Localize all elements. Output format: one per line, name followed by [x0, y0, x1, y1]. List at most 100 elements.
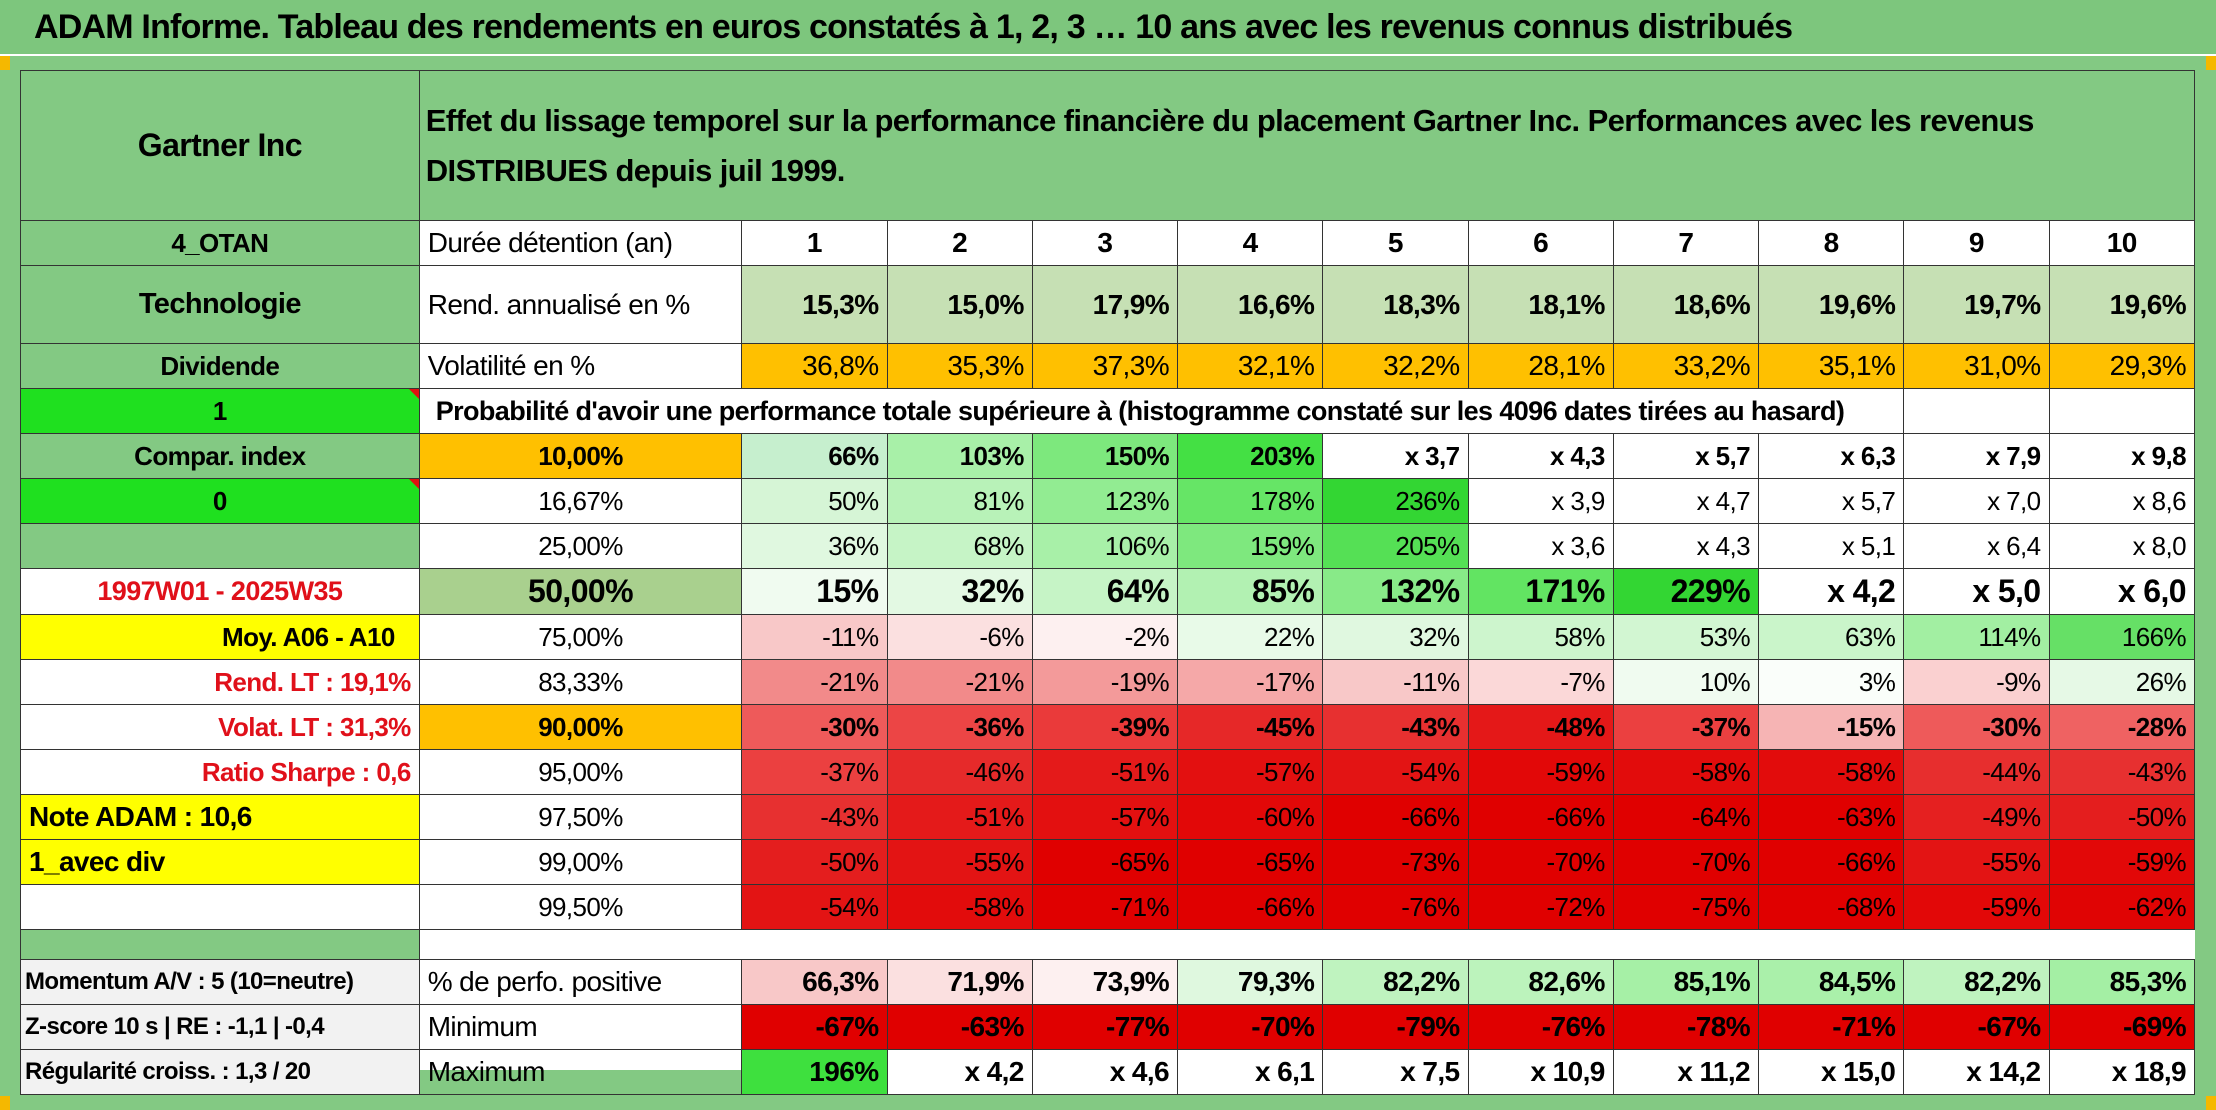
performance-cell: 58%: [1467, 614, 1614, 660]
performance-cell: -70%: [1612, 839, 1760, 885]
performance-cell: 114%: [1903, 614, 2050, 660]
percentile-row: 25,00% 36% 68% 106% 159% 205% x 3,6 x 4,3 x 5,1 x…: [20, 523, 2196, 569]
volatility: 35,1%: [1758, 343, 1905, 389]
performance-cell: -63%: [1758, 794, 1905, 840]
performance-cell: -6%: [886, 614, 1033, 660]
performance-cell: -17%: [1177, 659, 1324, 705]
performance-cell: 64%: [1031, 568, 1179, 615]
performance-cell: -21%: [886, 659, 1033, 705]
maximum-value: x 14,2: [1903, 1049, 2050, 1095]
percentile-label: 97,50%: [418, 794, 743, 840]
corner-marker: [2206, 56, 2216, 70]
minimum-value: -70%: [1177, 1004, 1324, 1050]
annualized-return: 19,6%: [1758, 265, 1905, 344]
empty-cell: [20, 884, 420, 930]
volatility: 33,2%: [1612, 343, 1760, 389]
percentile-row: Volat. LT : 31,3% 90,00% -30% -36% -39% -45% -…: [20, 704, 2196, 750]
performance-cell: x 6,3: [1758, 433, 1905, 479]
performance-cell: -76%: [1322, 884, 1469, 930]
year-header: 5: [1322, 220, 1469, 266]
percentile-row: 0 16,67% 50% 81% 123% 178% 236% x 3,9 x 4,7 x 5,7…: [20, 478, 2196, 524]
average-label: Moy. A06 - A10: [20, 614, 420, 660]
maximum-value: x 4,6: [1031, 1049, 1179, 1095]
compar-index-label: Compar. index: [20, 433, 420, 479]
corner-marker: [2206, 1096, 2216, 1110]
maximum-value: x 11,2: [1612, 1049, 1760, 1095]
performance-cell: -73%: [1322, 839, 1469, 885]
positive-perf-label: % de perfo. positive: [418, 959, 743, 1005]
performance-cell: 32%: [1322, 614, 1469, 660]
performance-cell: -21%: [741, 659, 888, 705]
percentile-row: Ratio Sharpe : 0,6 95,00% -37% -46% -51% -57%…: [20, 749, 2196, 795]
performance-cell: 159%: [1177, 523, 1324, 569]
percentile-row: Note ADAM : 10,6 97,50% -43% -51% -57% -60% -6…: [20, 794, 2196, 840]
volatility: 29,3%: [2048, 343, 2196, 389]
performance-cell: x 8,0: [2048, 523, 2196, 569]
performance-cell: 171%: [1467, 568, 1614, 615]
performance-cell: 22%: [1177, 614, 1324, 660]
percentile-row: 99,50% -54% -58% -71% -66% -76% -72% -75% -68% -5…: [20, 884, 2196, 930]
performance-cell: -36%: [886, 704, 1033, 750]
performance-cell: 106%: [1031, 523, 1179, 569]
rend-label: Rend. annualisé en %: [418, 265, 743, 344]
maximum-label: Maximum: [418, 1049, 743, 1095]
empty-cell: [20, 929, 420, 960]
performance-cell: x 6,4: [1903, 523, 2050, 569]
percentile-row: Compar. index 10,00% 66% 103% 150% 203% x 3,7 x…: [20, 433, 2196, 479]
value-zero: 0: [20, 478, 420, 524]
performance-cell: 166%: [2048, 614, 2196, 660]
performance-cell: -54%: [1322, 749, 1469, 795]
performance-cell: -51%: [1031, 749, 1179, 795]
adam-note: Note ADAM : 10,6: [20, 794, 420, 840]
positive-perf: 82,2%: [1903, 959, 2050, 1005]
performance-cell: x 7,9: [1903, 433, 2050, 479]
report-title-bar: ADAM Informe. Tableau des rendements en …: [0, 0, 2216, 56]
empty-cell: [419, 930, 2194, 960]
percentile-label: 99,00%: [418, 839, 743, 885]
performance-cell: 68%: [886, 523, 1033, 569]
performance-cell: -68%: [1758, 884, 1905, 930]
maximum-value: x 15,0: [1758, 1049, 1905, 1095]
annualized-return: 16,6%: [1177, 265, 1324, 344]
performance-cell: 150%: [1031, 433, 1179, 479]
year-header: 3: [1031, 220, 1179, 266]
performance-cell: -66%: [1467, 794, 1614, 840]
performance-cell: 53%: [1612, 614, 1760, 660]
performance-cell: -59%: [2048, 839, 2196, 885]
maximum-value: x 4,2: [886, 1049, 1033, 1095]
performance-cell: -39%: [1031, 704, 1179, 750]
positive-perf: 66,3%: [741, 959, 888, 1005]
performance-cell: x 4,3: [1612, 523, 1760, 569]
performance-cell: x 3,7: [1322, 433, 1469, 479]
volatility: 36,8%: [741, 343, 888, 389]
performance-cell: -55%: [886, 839, 1033, 885]
performance-cell: 32%: [886, 568, 1033, 615]
performance-cell: -2%: [1031, 614, 1179, 660]
minimum-value: -67%: [1903, 1004, 2050, 1050]
minimum-value: -71%: [1758, 1004, 1905, 1050]
performance-cell: x 7,0: [1903, 478, 2050, 524]
performance-cell: 81%: [886, 478, 1033, 524]
performance-cell: -60%: [1177, 794, 1324, 840]
percentile-label: 10,00%: [418, 433, 743, 479]
spacer-row: [20, 929, 2195, 960]
performance-table: Gartner Inc Effet du lissage temporel su…: [20, 70, 2196, 1095]
performance-cell: 132%: [1322, 568, 1469, 615]
performance-cell: -44%: [1903, 749, 2050, 795]
annualized-return: 15,0%: [886, 265, 1033, 344]
minimum-value: -77%: [1031, 1004, 1179, 1050]
performance-cell: -11%: [741, 614, 888, 660]
duration-label: Durée détention (an): [418, 220, 743, 266]
annualized-return: 15,3%: [741, 265, 888, 344]
company-name: Gartner Inc: [20, 70, 420, 221]
zscore-label: Z-score 10 s | RE : -1,1 | -0,4: [20, 1004, 420, 1050]
performance-cell: x 5,7: [1758, 478, 1905, 524]
percentile-label: 95,00%: [418, 749, 743, 795]
performance-cell: 10%: [1612, 659, 1760, 705]
value-one: 1: [20, 388, 420, 434]
volatility: 37,3%: [1031, 343, 1179, 389]
summary-row: Momentum A/V : 5 (10=neutre)% de perfo. …: [20, 959, 2196, 1005]
empty-cell: [2048, 388, 2196, 434]
positive-perf: 79,3%: [1177, 959, 1324, 1005]
performance-cell: x 5,1: [1758, 523, 1905, 569]
